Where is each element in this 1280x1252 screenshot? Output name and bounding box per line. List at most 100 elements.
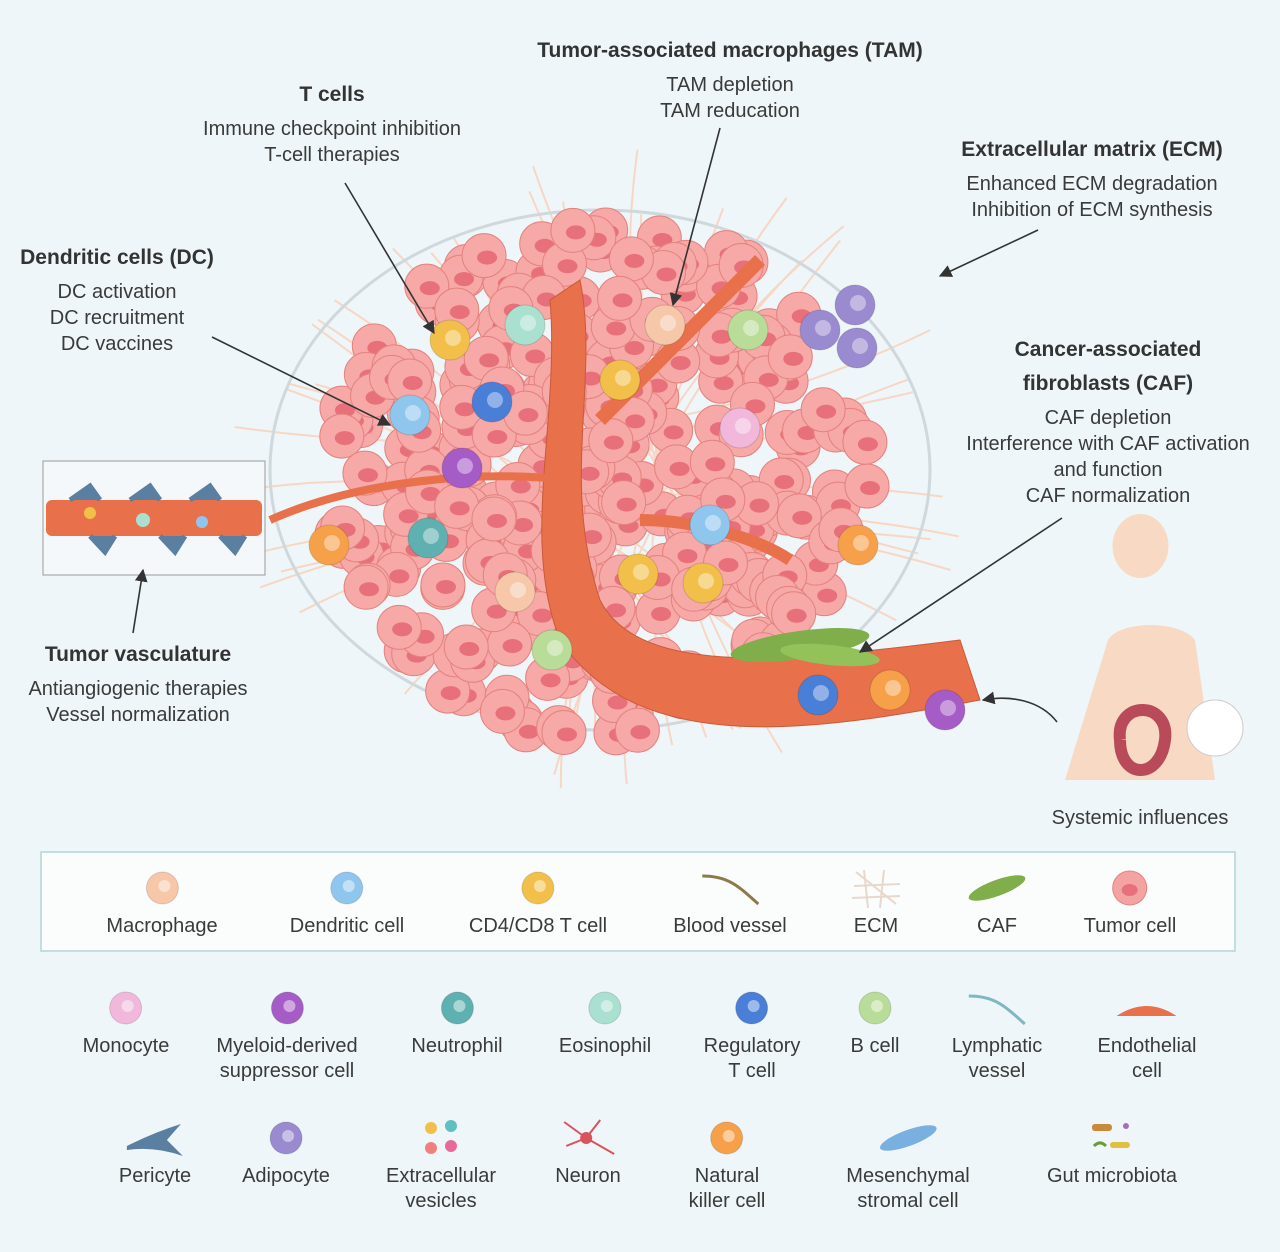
legend-box xyxy=(40,851,1236,952)
eosinophil-icon xyxy=(588,991,622,1025)
legend-label: Pericyte xyxy=(118,1165,192,1187)
immune-cell xyxy=(504,304,546,346)
legend-item: Endothelial cell xyxy=(1098,986,1196,1084)
endothelial-cell-icon xyxy=(1117,1006,1177,1016)
tumor-cell-icon xyxy=(1112,870,1148,906)
immune-cell xyxy=(727,309,769,351)
dc-line: DC vaccines xyxy=(60,333,174,355)
legend-label: Dendritic cell xyxy=(289,915,405,937)
legend-label: Myeloid-derived xyxy=(216,1035,358,1057)
immune-cell xyxy=(389,394,431,436)
tumor-cell xyxy=(471,496,517,542)
immune-cells xyxy=(308,284,966,731)
legend-item: CD4/CD8 T cell xyxy=(469,866,607,939)
immune-cell xyxy=(834,284,876,326)
legend-item: Dendritic cell xyxy=(290,866,404,939)
dc-title: Dendritic cells (DC) xyxy=(20,246,214,269)
vasculature-line: Vessel normalization xyxy=(46,704,230,726)
legend-label: cell xyxy=(1131,1060,1162,1082)
caf-cells xyxy=(730,628,880,667)
vasculature-line: Antiangiogenic therapies xyxy=(28,678,248,700)
lymphatic-vessel-icon xyxy=(968,994,1026,1026)
legend-label: Blood vessel xyxy=(673,915,787,937)
annotation-t-cells: T cells Immune checkpoint inhibition T-c… xyxy=(172,82,492,168)
immune-cell xyxy=(471,381,513,423)
tumor-cell xyxy=(689,439,735,485)
tumor-cell xyxy=(376,604,422,650)
tumor-cell xyxy=(502,390,548,436)
caf-line: Interference with CAF activation xyxy=(966,433,1250,455)
tumor-cell xyxy=(767,334,813,380)
pericyte-icon xyxy=(127,1124,183,1156)
legend-item: CAF xyxy=(965,866,1029,939)
caf-line: CAF depletion xyxy=(1044,407,1172,429)
regulatory-t-cell-icon xyxy=(735,991,769,1025)
nk-cell-icon xyxy=(710,1121,744,1155)
legend-item: Monocyte xyxy=(82,986,170,1059)
legend-item: Eosinophil xyxy=(559,986,651,1059)
tumor-cell xyxy=(842,419,888,465)
annotation-systemic: Systemic influences xyxy=(1020,805,1260,831)
t-cells-title: T cells xyxy=(299,83,365,106)
t-cells-line: Immune checkpoint inhibition xyxy=(203,118,461,140)
tumor-cell xyxy=(425,668,471,714)
tumor-cell xyxy=(461,233,507,279)
dc-line: DC activation xyxy=(57,281,177,303)
ecm-line: Enhanced ECM degradation xyxy=(966,173,1218,195)
legend-item: Tumor cell xyxy=(1084,866,1176,939)
tumor-cell xyxy=(443,624,489,670)
legend-label: Neuron xyxy=(555,1165,621,1187)
tumor-cell xyxy=(771,591,817,637)
tumor-cell xyxy=(776,493,822,539)
tumor-cell xyxy=(635,589,681,635)
immune-cell xyxy=(719,407,761,449)
immune-cell xyxy=(689,504,731,546)
annotation-vasculature: Tumor vasculature Antiangiogenic therapi… xyxy=(0,642,276,728)
immune-cell xyxy=(531,629,573,671)
legend-label: Lymphatic xyxy=(951,1035,1043,1057)
dendritic-cell-icon xyxy=(330,871,364,905)
legend-label: suppressor cell xyxy=(219,1060,355,1082)
immune-cell xyxy=(836,327,878,369)
legend-label: B cell xyxy=(850,1035,900,1057)
legend-item: Lymphatic vessel xyxy=(952,986,1042,1084)
vasculature-inset xyxy=(42,460,266,576)
annotation-caf: Cancer-associated fibroblasts (CAF) CAF … xyxy=(948,337,1268,509)
tumor-cell xyxy=(404,263,450,309)
gut-microbiota-icon xyxy=(1092,1123,1130,1148)
immune-cell xyxy=(797,674,839,716)
tumor-cell xyxy=(588,418,634,464)
legend-label: vesicles xyxy=(405,1190,477,1212)
legend-item: Gut microbiota xyxy=(1047,1116,1177,1189)
tumor-cell xyxy=(479,688,525,734)
legend-item: Extracellular vesicles xyxy=(386,1116,496,1214)
ecm-line: Inhibition of ECM synthesis xyxy=(971,199,1213,221)
ecm-title: Extracellular matrix (ECM) xyxy=(961,138,1223,161)
caf-line: and function xyxy=(1053,459,1163,481)
tumor-cell xyxy=(601,480,647,526)
legend-item: Neutrophil xyxy=(411,986,503,1059)
tumor-cell xyxy=(487,621,533,667)
immune-cell xyxy=(869,669,911,711)
blood-vessel-icon xyxy=(701,874,760,906)
legend-item: Natural killer cell xyxy=(689,1116,765,1214)
annotation-tam: Tumor-associated macrophages (TAM) TAM d… xyxy=(480,38,980,124)
tumor-cell xyxy=(420,562,466,608)
monocyte-icon xyxy=(109,991,143,1025)
legend-item: Mesenchymal stromal cell xyxy=(846,1116,970,1214)
tumor-cell xyxy=(550,207,596,253)
legend-item: ECM xyxy=(844,866,908,939)
annotation-ecm: Extracellular matrix (ECM) Enhanced ECM … xyxy=(932,137,1252,223)
vasculature-title: Tumor vasculature xyxy=(44,643,232,666)
legend-label: Adipocyte xyxy=(242,1165,330,1187)
neuron-icon xyxy=(563,1119,615,1155)
t-cells-line: T-cell therapies xyxy=(264,144,400,166)
immune-cell xyxy=(494,571,536,613)
legend-label: Gut microbiota xyxy=(1046,1165,1178,1187)
b-cell-icon xyxy=(858,991,892,1025)
legend-item: Blood vessel xyxy=(673,866,787,939)
legend-label: Monocyte xyxy=(82,1035,170,1057)
annotation-arrows xyxy=(132,127,1063,723)
immune-cell xyxy=(617,553,659,595)
tumor-cell xyxy=(541,241,587,287)
